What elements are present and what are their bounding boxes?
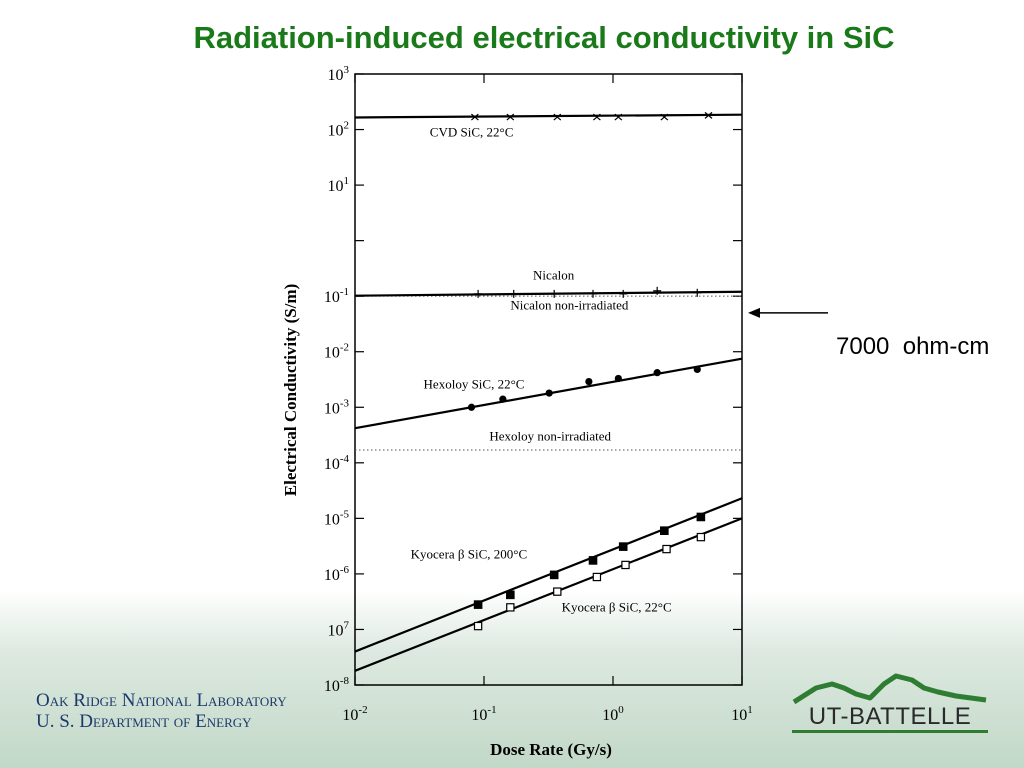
data-point-s2-6 bbox=[693, 365, 701, 374]
y-tick-label-8: 10-5 bbox=[324, 508, 350, 528]
y-tick-label-6: 10-3 bbox=[324, 397, 350, 417]
x-tick-label-2: 100 bbox=[602, 704, 624, 724]
y-tick-label-2: 101 bbox=[328, 175, 350, 195]
data-point-s4-5 bbox=[662, 544, 671, 554]
data-point-s1-4 bbox=[619, 289, 628, 298]
series-label-4: Hexoloy non-irradiated bbox=[489, 429, 611, 444]
data-point-s3-5 bbox=[660, 526, 669, 535]
data-point-s4-3 bbox=[592, 572, 602, 582]
data-point-s3-6 bbox=[696, 512, 706, 522]
y-tick-label-0: 103 bbox=[328, 64, 350, 84]
series-label-3: Hexoloy SiC, 22°C bbox=[424, 376, 525, 391]
reference-lines bbox=[355, 295, 742, 451]
mountain-icon bbox=[792, 673, 987, 705]
fit-line-3 bbox=[354, 497, 743, 653]
data-point-s2-0 bbox=[467, 403, 476, 411]
data-point-s1-3 bbox=[589, 289, 598, 298]
data-point-s0-6 bbox=[704, 111, 713, 119]
y-axis-title: Electrical Conductivity (S/m) bbox=[281, 284, 300, 496]
data-point-s2-4 bbox=[614, 374, 622, 383]
data-point-s0-2 bbox=[553, 113, 562, 121]
series-label-5: Kyocera β SiC, 200°C bbox=[411, 546, 528, 561]
data-point-s0-4 bbox=[614, 113, 623, 121]
y-tick-label-7: 10-4 bbox=[324, 453, 350, 473]
plot-frame bbox=[354, 73, 743, 686]
data-point-s0-1 bbox=[506, 113, 515, 121]
data-point-s1-1 bbox=[509, 289, 518, 298]
data-point-s4-0 bbox=[473, 621, 483, 631]
data-point-s2-2 bbox=[545, 389, 553, 397]
ornl-logo-line2: U. S. Department of Energy bbox=[36, 711, 252, 732]
data-point-s2-5 bbox=[653, 369, 661, 377]
series-label-1: Nicalon bbox=[533, 267, 575, 282]
y-tick-label-1: 102 bbox=[328, 120, 350, 140]
x-tick-label-0: 10-2 bbox=[342, 704, 367, 724]
y-tick-label-10: 107 bbox=[328, 619, 350, 639]
data-point-s4-2 bbox=[553, 587, 562, 596]
data-point-s4-4 bbox=[621, 560, 630, 570]
tick-labels: 103 102 101 10-1 10-2 10-3 10-4 10-5 10-6 107 10-8… bbox=[324, 64, 753, 724]
ut-battelle-underline bbox=[792, 730, 988, 733]
data-point-s0-0 bbox=[471, 113, 479, 121]
y-tick-label-9: 10-6 bbox=[324, 564, 350, 584]
y-tick-label-11: 10-8 bbox=[324, 675, 350, 695]
data-point-s4-6 bbox=[696, 532, 706, 542]
x-tick-label-1: 10-1 bbox=[471, 704, 496, 724]
data-point-s3-1 bbox=[506, 590, 515, 600]
ut-battelle-text: UT-BATTELLE bbox=[808, 703, 972, 730]
data-point-s2-1 bbox=[499, 395, 507, 403]
plot-frame-rect bbox=[354, 73, 743, 686]
data-point-s2-3 bbox=[585, 377, 593, 386]
resistivity-arrow bbox=[748, 307, 828, 318]
data-point-s0-5 bbox=[660, 113, 669, 121]
ut-battelle-logo: UT-BATTELLE bbox=[786, 672, 994, 742]
fit-line-0 bbox=[354, 113, 743, 119]
ornl-logo: Oak Ridge National Laboratory U. S. Depa… bbox=[36, 690, 287, 732]
data-point-s3-3 bbox=[588, 556, 598, 565]
arrow-head-icon bbox=[748, 307, 760, 318]
data-point-s0-3 bbox=[592, 113, 601, 121]
x-axis-title: Dose Rate (Gy/s) bbox=[490, 740, 612, 759]
y-tick-label-5: 10-2 bbox=[324, 342, 349, 362]
data-point-s3-2 bbox=[549, 570, 559, 580]
data-point-s1-0 bbox=[474, 289, 483, 298]
fit-lines bbox=[354, 113, 743, 672]
resistivity-label: 7000 ohm-cm bbox=[836, 333, 990, 360]
series-labels: CVD SiC, 22°C Nicalon Nicalon non-irradiat… bbox=[411, 124, 672, 614]
y-tick-label-4: 10-1 bbox=[324, 286, 349, 306]
data-markers bbox=[467, 111, 713, 631]
slide-title: Radiation-induced electrical conductivit… bbox=[193, 20, 895, 55]
series-label-6: Kyocera β SiC, 22°C bbox=[562, 600, 672, 615]
data-point-s1-5 bbox=[653, 286, 662, 295]
data-point-s1-2 bbox=[550, 289, 559, 298]
x-tick-label-3: 101 bbox=[731, 704, 753, 724]
data-point-s1-6 bbox=[693, 288, 702, 297]
series-label-0: CVD SiC, 22°C bbox=[430, 124, 514, 139]
data-point-s4-1 bbox=[506, 603, 515, 612]
fit-line-1 bbox=[354, 290, 743, 297]
ornl-logo-line1: Oak Ridge National Laboratory bbox=[36, 690, 287, 711]
footer-gradient bbox=[0, 590, 1024, 768]
data-point-s3-0 bbox=[473, 600, 483, 609]
axis-ticks bbox=[354, 73, 743, 686]
fit-line-4 bbox=[354, 517, 743, 672]
series-label-2: Nicalon non-irradiated bbox=[510, 298, 629, 313]
data-point-s3-4 bbox=[618, 542, 628, 551]
